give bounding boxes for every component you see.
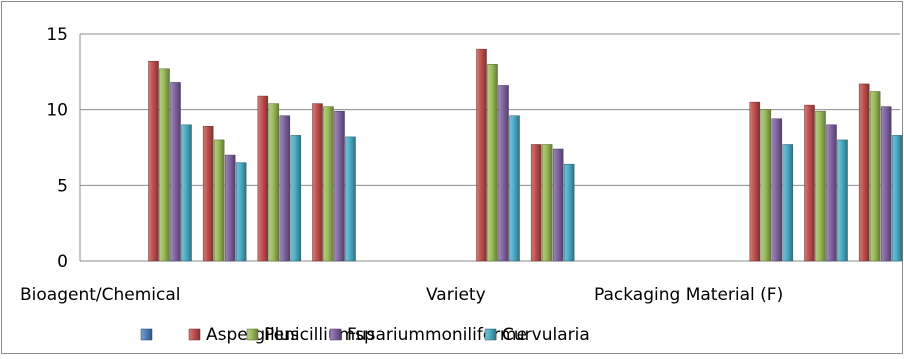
x-category-label: Variety xyxy=(426,285,486,305)
bars xyxy=(148,48,903,262)
bar xyxy=(268,103,280,262)
legend-swatch xyxy=(188,328,201,341)
y-tick-label: 15 xyxy=(46,25,68,45)
y-axis-ticks: 0 5 10 15 xyxy=(46,25,68,272)
bar xyxy=(858,83,870,262)
legend-swatch xyxy=(329,328,342,341)
bar xyxy=(563,163,575,262)
bar xyxy=(202,126,214,262)
bar xyxy=(257,95,269,262)
bar xyxy=(235,162,247,262)
legend-entry: Fusariummoniliforme xyxy=(329,325,527,345)
x-axis-category-labels: Bioagent/Chemical Variety Packaging Materi… xyxy=(20,285,783,305)
bar xyxy=(782,144,794,262)
bar xyxy=(498,85,509,262)
bar xyxy=(541,144,553,262)
bar xyxy=(476,48,487,262)
legend-entry: Penicilliumsp xyxy=(246,325,375,345)
bar xyxy=(224,154,236,262)
bar xyxy=(345,136,356,262)
bar xyxy=(891,135,903,262)
bar xyxy=(213,139,225,262)
bar xyxy=(487,64,498,262)
bar xyxy=(323,106,334,262)
legend-entry xyxy=(140,328,153,341)
bar xyxy=(837,139,848,262)
x-category-label: Packaging Material (F) xyxy=(594,285,783,305)
legend-swatch xyxy=(246,328,259,341)
bar xyxy=(760,109,772,262)
y-tick-label: 0 xyxy=(57,252,68,272)
bar xyxy=(771,118,783,262)
bar xyxy=(159,68,170,262)
bar xyxy=(749,101,761,262)
legend-entry: Curvularia xyxy=(484,325,590,345)
legend-label: Fusariummoniliforme xyxy=(347,325,527,345)
legend-label: Curvularia xyxy=(502,325,590,345)
x-category-label: Bioagent/Chemical xyxy=(20,285,181,305)
bar xyxy=(869,91,881,262)
bar xyxy=(552,148,564,262)
legend-swatch xyxy=(484,328,497,341)
y-tick-label: 5 xyxy=(57,176,68,196)
y-tick-label: 10 xyxy=(46,101,68,121)
bar xyxy=(290,135,302,262)
legend-swatch xyxy=(140,328,153,341)
bar xyxy=(279,115,291,262)
bar xyxy=(334,110,345,262)
bar xyxy=(148,60,159,262)
bar xyxy=(826,124,837,262)
bar xyxy=(312,103,323,262)
bar xyxy=(181,124,192,262)
bar xyxy=(509,115,520,262)
legend-label: Penicilliumsp xyxy=(264,325,375,345)
bar xyxy=(530,144,542,262)
bar xyxy=(804,104,815,262)
bar xyxy=(880,106,892,262)
legend: AspergillusPenicilliumspFusariummonilifo… xyxy=(140,325,590,345)
bar xyxy=(170,82,181,262)
bar xyxy=(815,110,826,262)
